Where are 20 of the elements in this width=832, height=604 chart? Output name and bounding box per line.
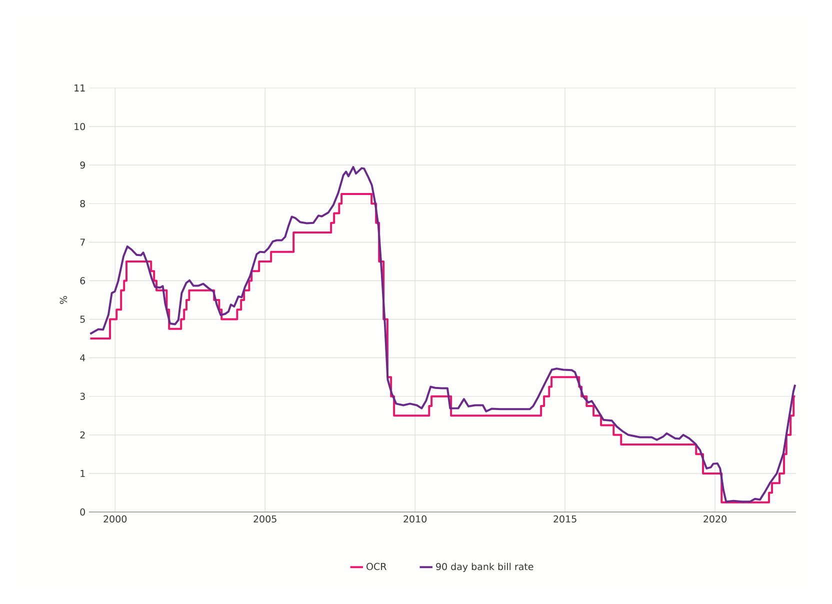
y-tick-label: 9 bbox=[80, 162, 85, 169]
y-tick-label: 7 bbox=[80, 238, 85, 246]
y-tick-label: 1 bbox=[80, 470, 85, 477]
y-tick-label: 5 bbox=[80, 316, 85, 323]
x-tick-label: 2015 bbox=[554, 515, 576, 523]
x-tick-label: 2000 bbox=[104, 515, 127, 523]
y-tick-label: 3 bbox=[80, 392, 85, 400]
x-tick-label: 2010 bbox=[404, 515, 426, 523]
y-tick-label: 10 bbox=[74, 122, 85, 130]
y-tick-label: 2 bbox=[80, 431, 85, 438]
y-axis-title: % bbox=[60, 296, 68, 304]
y-tick-label: 4 bbox=[80, 354, 86, 362]
y-tick-label: 0 bbox=[80, 508, 85, 516]
y-tick-label: 6 bbox=[80, 277, 86, 284]
legend-label: 90 day bank bill rate bbox=[436, 562, 534, 572]
y-tick-label: 8 bbox=[80, 200, 85, 208]
y-tick-label: 11 bbox=[74, 84, 85, 92]
x-tick-label: 2005 bbox=[254, 515, 276, 523]
legend-label: OCR bbox=[366, 562, 386, 570]
x-tick-label: 2020 bbox=[704, 515, 726, 523]
